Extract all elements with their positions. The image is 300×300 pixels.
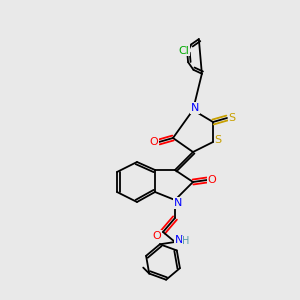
Text: O: O <box>208 175 216 185</box>
Text: O: O <box>153 231 161 241</box>
Text: N: N <box>175 235 183 245</box>
Text: Cl: Cl <box>179 46 190 56</box>
Text: S: S <box>228 113 236 123</box>
Text: N: N <box>174 198 182 208</box>
Text: H: H <box>182 236 190 246</box>
Text: N: N <box>191 103 199 113</box>
Text: O: O <box>150 137 158 147</box>
Text: S: S <box>214 135 222 145</box>
